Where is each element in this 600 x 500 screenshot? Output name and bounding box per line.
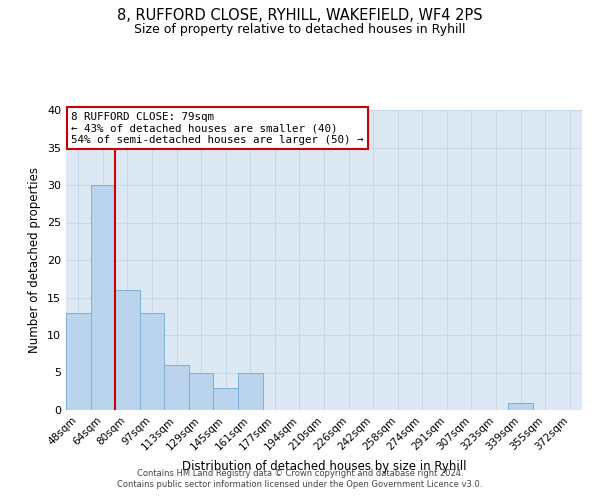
Bar — [214, 388, 238, 410]
Bar — [238, 372, 263, 410]
Text: 8 RUFFORD CLOSE: 79sqm
← 43% of detached houses are smaller (40)
54% of semi-det: 8 RUFFORD CLOSE: 79sqm ← 43% of detached… — [71, 112, 364, 144]
Bar — [66, 312, 91, 410]
Y-axis label: Number of detached properties: Number of detached properties — [28, 167, 41, 353]
Bar — [164, 365, 189, 410]
Text: Size of property relative to detached houses in Ryhill: Size of property relative to detached ho… — [134, 22, 466, 36]
Bar — [91, 185, 115, 410]
Text: 8, RUFFORD CLOSE, RYHILL, WAKEFIELD, WF4 2PS: 8, RUFFORD CLOSE, RYHILL, WAKEFIELD, WF4… — [117, 8, 483, 22]
Text: Contains HM Land Registry data © Crown copyright and database right 2024.: Contains HM Land Registry data © Crown c… — [137, 468, 463, 477]
X-axis label: Distribution of detached houses by size in Ryhill: Distribution of detached houses by size … — [182, 460, 466, 473]
Bar — [115, 290, 140, 410]
Bar — [508, 402, 533, 410]
Text: Contains public sector information licensed under the Open Government Licence v3: Contains public sector information licen… — [118, 480, 482, 489]
Bar — [140, 312, 164, 410]
Bar — [189, 372, 214, 410]
